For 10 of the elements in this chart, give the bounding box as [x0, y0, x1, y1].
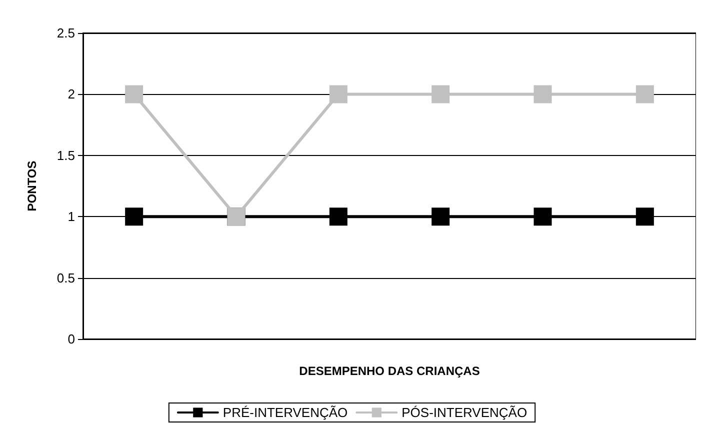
y-tick-label: 0.5	[56, 270, 75, 286]
y-tick-label: 0	[68, 332, 75, 346]
legend-label: PÓS-INTERVENÇÃO	[402, 405, 528, 420]
y-tick-label: 1	[68, 209, 75, 224]
y-tick-label: 2.5	[56, 26, 75, 40]
x-axis-title: DESEMPENHO DAS CRIANÇAS	[299, 364, 480, 378]
y-tick-label: 2	[68, 86, 75, 102]
y-axis-title: PONTOS	[25, 160, 39, 212]
legend-label: PRÉ-INTERVENÇÃO	[222, 405, 348, 420]
y-tick-label: 1.5	[56, 148, 75, 163]
